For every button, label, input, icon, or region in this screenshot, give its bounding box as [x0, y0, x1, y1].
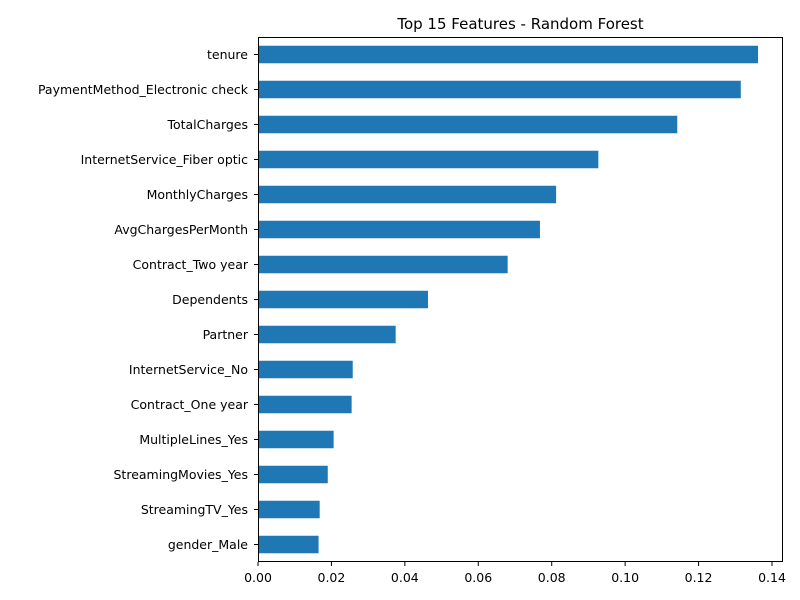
- x-tick-label: 0.06: [464, 570, 492, 585]
- x-tick-label: 0.08: [538, 570, 566, 585]
- x-tick-label: 0.10: [611, 570, 639, 585]
- bar: [258, 115, 678, 134]
- y-tick-label: Dependents: [172, 292, 248, 307]
- y-tick-label: gender_Male: [168, 537, 248, 552]
- y-tick-label: AvgChargesPerMonth: [114, 222, 248, 237]
- y-tick-label: tenure: [207, 47, 248, 62]
- bar: [258, 325, 396, 344]
- bar: [258, 465, 328, 484]
- y-tick-label: InternetService_No: [129, 362, 248, 377]
- y-tick-label: Partner: [203, 327, 249, 342]
- y-tick-label: StreamingTV_Yes: [141, 502, 248, 517]
- bar: [258, 80, 741, 99]
- bar: [258, 185, 557, 204]
- y-tick-label: Contract_One year: [131, 397, 249, 412]
- bar: [258, 395, 352, 414]
- y-tick-label: MonthlyCharges: [147, 187, 248, 202]
- chart-title: Top 15 Features - Random Forest: [396, 15, 643, 33]
- bar: [258, 150, 599, 169]
- bars-group: [258, 45, 759, 554]
- y-tick-label: PaymentMethod_Electronic check: [38, 82, 249, 97]
- y-tick-label: InternetService_Fiber optic: [81, 152, 249, 167]
- y-tick-label: StreamingMovies_Yes: [114, 467, 249, 482]
- y-axis-ticks: tenure PaymentMethod_Electronic check Tota…: [38, 47, 258, 552]
- y-tick-label: TotalCharges: [166, 117, 248, 132]
- x-tick-label: 0.00: [244, 570, 272, 585]
- x-tick-label: 0.04: [391, 570, 419, 585]
- x-axis-ticks: 0.00 0.02 0.04 0.06 0.08 0.10 0.12 0.14: [244, 562, 786, 585]
- bar: [258, 500, 320, 519]
- bar: [258, 360, 353, 379]
- x-tick-label: 0.12: [685, 570, 713, 585]
- plot-frame: [258, 37, 783, 562]
- x-tick-label: 0.02: [318, 570, 346, 585]
- bar: [258, 255, 508, 274]
- bar: [258, 220, 540, 239]
- bar: [258, 430, 334, 449]
- y-tick-label: Contract_Two year: [133, 257, 249, 272]
- bar: [258, 535, 319, 554]
- bar: [258, 45, 759, 64]
- bar: [258, 290, 428, 309]
- x-tick-label: 0.14: [758, 570, 786, 585]
- y-tick-label: MultipleLines_Yes: [139, 432, 248, 447]
